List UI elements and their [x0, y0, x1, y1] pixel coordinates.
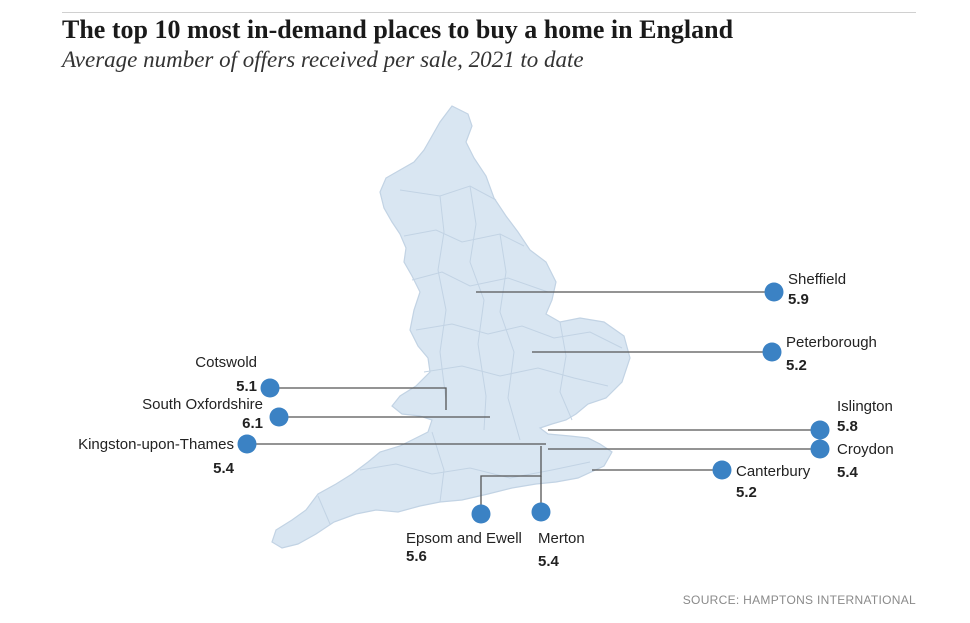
location-marker	[237, 434, 257, 454]
place-name-label: Sheffield	[788, 271, 846, 288]
boundary-line	[423, 365, 609, 387]
boundary-line	[317, 495, 331, 525]
place-name-label: Kingston-upon-Thames	[78, 436, 234, 453]
callout-kingston: Kingston-upon-Thames 5.4	[78, 434, 546, 477]
location-marker	[764, 282, 784, 302]
callout-peterborough: Peterborough 5.2	[532, 334, 877, 374]
boundary-line	[403, 229, 525, 247]
source-note: SOURCE: HAMPTONS INTERNATIONAL	[682, 593, 916, 607]
callout-sheffield: Sheffield 5.9	[476, 271, 846, 308]
offers-value-label: 5.4	[837, 464, 859, 481]
offers-value-label: 5.4	[213, 460, 235, 477]
boundary-line	[359, 461, 591, 479]
boundary-line	[559, 321, 573, 421]
boundary-line	[469, 185, 487, 431]
offers-value-label: 5.6	[406, 548, 427, 565]
location-marker	[531, 502, 551, 522]
boundary-line	[431, 431, 445, 503]
place-name-label: Croydon	[837, 441, 894, 458]
callout-south-oxfordshire: South Oxfordshire 6.1	[142, 396, 490, 432]
leader-line	[480, 446, 542, 514]
callout-cotswold: Cotswold 5.1	[195, 354, 447, 410]
location-marker	[269, 407, 289, 427]
location-marker	[471, 504, 491, 524]
boundary-line	[399, 185, 497, 201]
place-name-label: South Oxfordshire	[142, 396, 263, 413]
location-marker	[810, 420, 830, 440]
location-marker	[810, 439, 830, 459]
boundary-line	[411, 271, 549, 293]
offers-value-label: 5.2	[786, 357, 807, 374]
boundary-line	[437, 195, 447, 401]
leader-line	[270, 387, 447, 410]
callouts: Sheffield 5.9 Peterborough 5.2 Cotswold 5.1So…	[78, 271, 894, 570]
boundary-line	[499, 233, 521, 441]
region-boundaries	[317, 185, 623, 525]
offers-value-label: 5.2	[736, 484, 757, 501]
england-outline	[271, 105, 631, 549]
callout-merton: Merton 5.4	[531, 476, 585, 570]
place-name-label: Islington	[837, 398, 893, 415]
england-landmass	[271, 105, 631, 549]
place-name-label: Cotswold	[195, 354, 257, 371]
location-marker	[762, 342, 782, 362]
place-name-label: Merton	[538, 530, 585, 547]
top-rule	[62, 12, 916, 13]
chart-subtitle: Average number of offers received per sa…	[62, 47, 584, 72]
location-marker	[260, 378, 280, 398]
callout-croydon: Croydon 5.4	[548, 439, 894, 481]
offers-value-label: 5.1	[236, 378, 257, 395]
offers-value-label: 6.1	[242, 415, 263, 432]
boundary-line	[415, 323, 623, 349]
offers-value-label: 5.9	[788, 291, 809, 308]
place-name-label: Peterborough	[786, 334, 877, 351]
callout-islington: Islington 5.8	[548, 398, 893, 440]
location-marker	[712, 460, 732, 480]
offers-value-label: 5.4	[538, 553, 560, 570]
callout-canterbury: Canterbury 5.2	[592, 460, 811, 501]
place-name-label: Canterbury	[736, 463, 811, 480]
place-name-label: Epsom and Ewell	[406, 530, 522, 547]
offers-value-label: 5.8	[837, 418, 858, 435]
chart-title: The top 10 most in-demand places to buy …	[62, 15, 734, 44]
